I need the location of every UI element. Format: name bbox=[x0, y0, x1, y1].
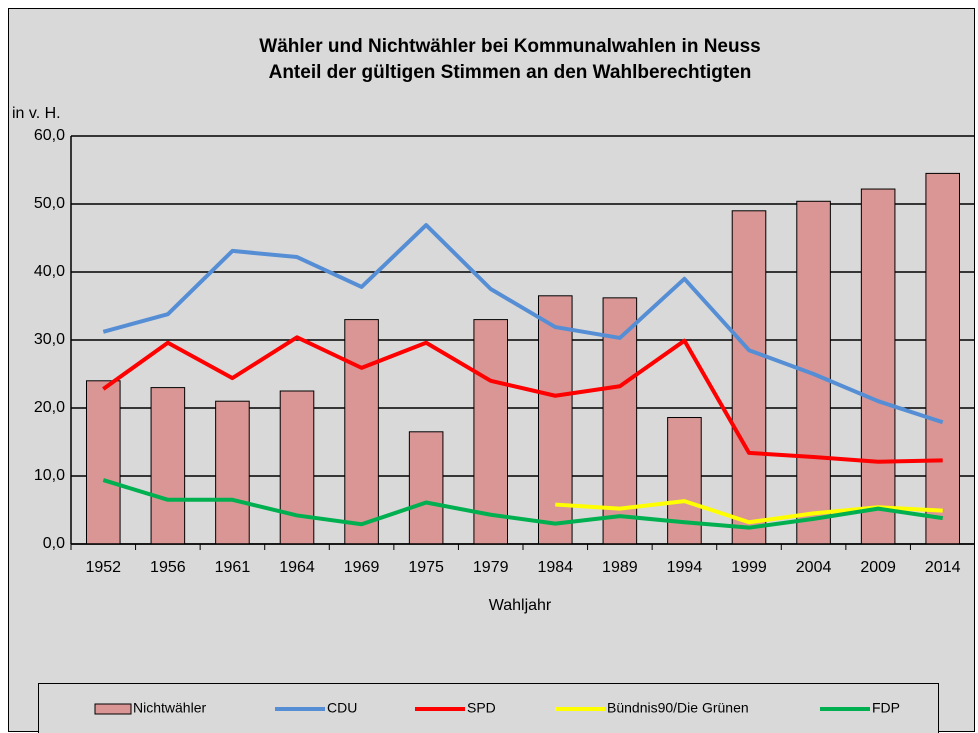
y-tick-label: 50,0 bbox=[34, 195, 65, 212]
bar bbox=[860, 188, 896, 545]
x-tick-label: 2004 bbox=[796, 559, 832, 576]
x-tick-label: 1979 bbox=[473, 559, 509, 576]
y-tick-label: 30,0 bbox=[34, 331, 65, 348]
legend-label: SPD bbox=[467, 700, 496, 716]
y-tick-label: 10,0 bbox=[34, 467, 65, 484]
x-tick-label: 2014 bbox=[925, 559, 961, 576]
x-tick-label: 1969 bbox=[344, 559, 380, 576]
x-tick-label: 1989 bbox=[602, 559, 638, 576]
bar bbox=[150, 387, 186, 545]
line-series bbox=[102, 478, 944, 530]
y-tick-label: 40,0 bbox=[34, 263, 65, 280]
x-tick-label: 1964 bbox=[279, 559, 315, 576]
bar bbox=[537, 295, 573, 545]
y-tick-label: 0,0 bbox=[43, 535, 65, 552]
y-tick-label: 60,0 bbox=[34, 127, 65, 144]
bar bbox=[215, 400, 250, 545]
x-tick-label: 1961 bbox=[215, 559, 251, 576]
chart-subtitle: Anteil der gültigen Stimmen an den Wahlb… bbox=[269, 62, 752, 83]
x-tick-label: 1956 bbox=[150, 559, 186, 576]
bar bbox=[473, 319, 509, 545]
bar bbox=[344, 319, 379, 545]
chart-title: Wähler und Nichtwähler bei Kommunalwahle… bbox=[259, 36, 760, 57]
bar bbox=[925, 172, 961, 545]
legend-swatch bbox=[94, 703, 132, 715]
y-tick-label: 20,0 bbox=[34, 399, 65, 416]
line-series bbox=[102, 335, 943, 464]
x-tick-label: 1975 bbox=[408, 559, 444, 576]
x-axis-label: Wahljahr bbox=[489, 597, 552, 614]
legend-label: Nichtwähler bbox=[133, 700, 206, 716]
bar bbox=[731, 210, 767, 545]
bar bbox=[279, 390, 315, 545]
legend-label: FDP bbox=[872, 700, 900, 716]
line-series bbox=[102, 223, 944, 425]
legend-label: Bündnis90/Die Grünen bbox=[607, 700, 749, 716]
x-tick-label: 1984 bbox=[537, 559, 573, 576]
y-axis-label: in v. H. bbox=[12, 105, 61, 122]
x-tick-label: 1994 bbox=[667, 559, 703, 576]
x-tick-label: 1952 bbox=[85, 559, 121, 576]
legend-label: CDU bbox=[327, 700, 357, 716]
x-tick-label: 2009 bbox=[860, 559, 896, 576]
bar bbox=[85, 380, 121, 545]
legend bbox=[38, 683, 939, 733]
bar bbox=[408, 431, 444, 545]
x-tick-label: 1999 bbox=[731, 559, 767, 576]
